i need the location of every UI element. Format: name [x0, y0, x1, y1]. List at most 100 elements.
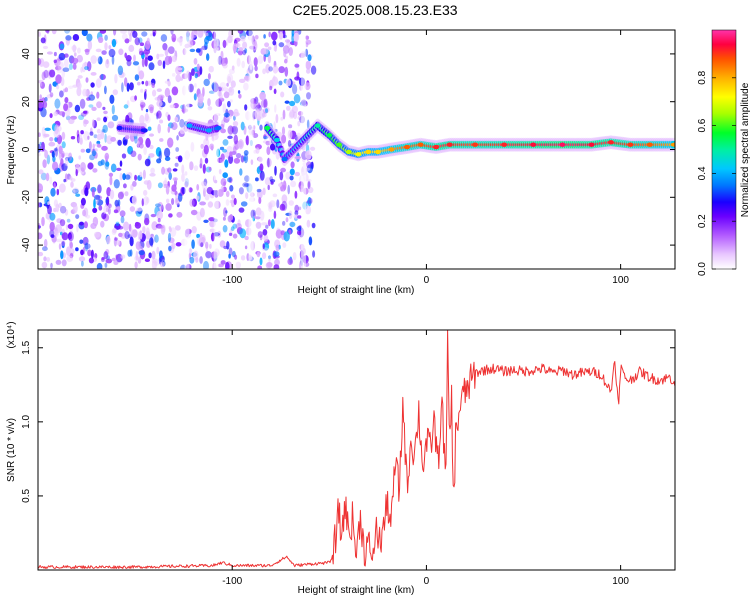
x-tick-label: 0 [424, 576, 430, 587]
noise-speck [227, 135, 233, 139]
noise-speck [59, 43, 65, 50]
noise-speck [43, 133, 50, 138]
noise-speck [308, 236, 313, 246]
noise-speck [202, 163, 206, 174]
noise-speck [96, 128, 101, 134]
noise-speck [242, 49, 247, 56]
noise-speck [150, 213, 157, 218]
noise-speck [307, 180, 311, 190]
noise-speck [104, 85, 107, 95]
noise-speck [205, 241, 209, 249]
noise-speck [38, 232, 43, 240]
noise-speck [137, 65, 141, 74]
noise-speck [47, 205, 52, 215]
noise-speck [64, 209, 69, 216]
noise-speck [256, 251, 261, 258]
noise-speck [83, 221, 88, 229]
noise-speck [176, 135, 179, 141]
noise-speck [126, 82, 130, 92]
noise-speck [53, 148, 58, 152]
noise-speck [140, 88, 144, 93]
noise-speck [202, 181, 208, 191]
noise-speck [306, 219, 311, 228]
noise-speck [265, 108, 268, 113]
frequency-ridge [116, 118, 675, 167]
noise-speck [117, 225, 124, 230]
noise-speck [164, 156, 171, 162]
noise-speck [220, 178, 227, 187]
noise-speck [80, 112, 87, 117]
noise-speck [197, 30, 204, 38]
noise-speck [233, 134, 238, 145]
noise-speck [151, 221, 158, 231]
noise-speck [138, 70, 145, 80]
snr-y-ticks: 0.5 1.0 1.5 [21, 340, 675, 503]
noise-speck [61, 141, 66, 149]
noise-speck [134, 95, 138, 101]
noise-speck [152, 89, 157, 97]
noise-speck [68, 231, 74, 242]
noise-speck [144, 57, 148, 67]
noise-speck [59, 219, 66, 227]
snr-y-label: SNR (10 * v/v) [6, 418, 17, 482]
noise-speck [175, 74, 181, 83]
noise-speck [97, 56, 103, 65]
noise-speck [281, 134, 287, 144]
noise-speck [311, 222, 316, 229]
noise-speck [255, 147, 260, 154]
noise-speck [203, 178, 208, 187]
noise-speck [217, 86, 222, 92]
noise-speck [222, 172, 228, 179]
noise-speck [174, 162, 179, 167]
noise-speck [78, 114, 85, 121]
noise-speck [280, 167, 286, 173]
noise-speck [228, 86, 233, 93]
noise-speck [141, 81, 145, 85]
noise-speck [280, 117, 284, 121]
noise-speck [263, 135, 268, 140]
noise-speck [258, 156, 263, 163]
noise-speck [195, 257, 199, 263]
noise-speck [188, 83, 194, 93]
noise-speck [136, 207, 143, 212]
noise-speck [144, 158, 151, 167]
noise-speck [137, 81, 141, 86]
noise-speck [49, 113, 53, 119]
noise-speck [134, 37, 140, 46]
noise-speck [224, 159, 229, 168]
noise-speck [149, 133, 154, 137]
noise-speck [119, 160, 123, 167]
x-tick-label: 100 [612, 275, 629, 286]
noise-speck [273, 264, 280, 269]
noise-speck [78, 256, 86, 262]
noise-speck [59, 90, 64, 98]
noise-speck [174, 116, 179, 122]
noise-speck [108, 172, 114, 177]
noise-speck [310, 146, 316, 151]
noise-speck [167, 232, 172, 243]
noise-speck [153, 261, 160, 266]
noise-speck [289, 168, 295, 176]
noise-speck [45, 172, 50, 182]
noise-speck [169, 227, 177, 238]
noise-speck [141, 57, 145, 68]
noise-speck [120, 73, 125, 79]
ridge-point [472, 142, 478, 147]
noise-speck [167, 114, 171, 121]
noise-speck [80, 130, 84, 135]
colorbar-label: Normalized spectral amplitude [740, 82, 750, 217]
noise-speck [75, 193, 81, 197]
noise-speck [63, 178, 66, 183]
noise-speck [294, 63, 300, 68]
noise-speck [75, 169, 78, 177]
noise-speck [134, 261, 138, 269]
noise-speck [208, 65, 215, 73]
noise-speck [111, 55, 115, 65]
noise-speck [68, 85, 74, 90]
noise-speck [201, 45, 208, 51]
noise-speck [307, 54, 312, 62]
noise-speck [161, 166, 166, 175]
noise-speck [38, 169, 44, 175]
noise-speck [207, 201, 214, 208]
